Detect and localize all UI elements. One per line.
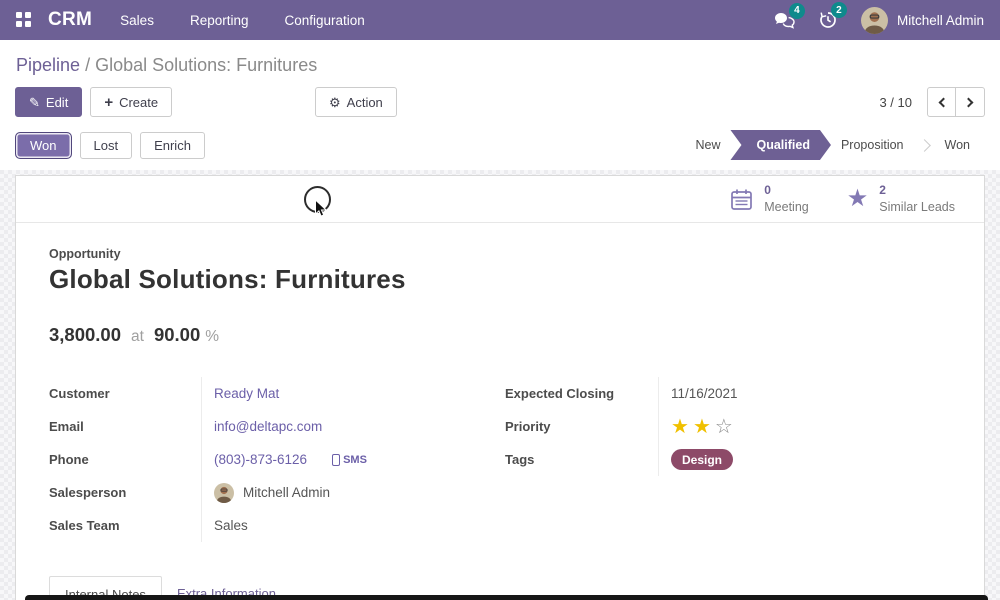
breadcrumb-separator: / — [85, 55, 91, 75]
priority-label: Priority — [505, 419, 551, 434]
meeting-stat-button[interactable]: 0 Meeting — [711, 176, 827, 222]
app-name[interactable]: CRM — [48, 9, 93, 30]
right-field-group: Expected Closing 11/16/2021 Priority ★★☆… — [500, 377, 951, 542]
stage-proposition[interactable]: Proposition — [840, 138, 904, 152]
window-bottom-edge — [25, 595, 988, 600]
salesperson-avatar — [214, 482, 234, 503]
menu-configuration[interactable]: Configuration — [284, 12, 365, 28]
pager: 3 / 10 — [879, 87, 985, 117]
user-menu[interactable]: Mitchell Admin — [860, 6, 984, 34]
breadcrumb-current: Global Solutions: Furnitures — [95, 55, 318, 75]
edit-button[interactable]: ✎ Edit — [15, 87, 83, 117]
form-sheet: 0 Meeting ★ 2 Similar Leads Opportunity … — [15, 175, 985, 600]
salesperson-row: Salesperson Mitchell Admin — [49, 476, 500, 509]
pager-count: 3 / 10 — [879, 94, 912, 110]
tags-label: Tags — [505, 452, 535, 467]
won-button[interactable]: Won — [15, 131, 72, 159]
priority-stars[interactable]: ★★☆ — [671, 417, 737, 437]
chevron-right-icon — [963, 97, 974, 107]
mobile-phone-icon — [332, 453, 341, 466]
stage-separator-chevron-icon — [917, 138, 931, 152]
at-label: at — [131, 328, 144, 345]
mouse-cursor-icon — [315, 199, 328, 217]
phone-value-link[interactable]: (803)-873-6126 — [214, 452, 308, 467]
star-icon: ★ — [846, 185, 869, 212]
expected-closing-value: 11/16/2021 — [671, 386, 738, 401]
messages-badge: 4 — [788, 2, 805, 19]
menu-reporting[interactable]: Reporting — [189, 12, 249, 28]
create-button[interactable]: + Create — [90, 87, 173, 117]
priority-row: Priority ★★☆ — [505, 410, 951, 443]
pager-previous-button[interactable] — [927, 87, 956, 117]
expected-revenue: 3,800.00 — [49, 324, 122, 345]
sales-team-value: Sales — [214, 518, 248, 533]
stage-qualified[interactable]: Qualified — [730, 130, 830, 160]
activities-icon[interactable]: 2 — [819, 2, 847, 29]
expected-closing-label: Expected Closing — [505, 386, 615, 401]
loading-cursor — [304, 186, 348, 228]
star-filled-icon[interactable]: ★ — [671, 415, 693, 438]
star-empty-icon[interactable]: ☆ — [714, 415, 737, 438]
sales-team-label: Sales Team — [49, 518, 120, 533]
sheet-content: Opportunity Global Solutions: Furnitures… — [16, 223, 984, 542]
calendar-icon — [731, 189, 753, 210]
breadcrumb-pipeline-link[interactable]: Pipeline — [16, 55, 81, 75]
control-panel: ✎ Edit + Create ⚙ Action 3 / 10 — [0, 87, 1000, 129]
stage-new[interactable]: New — [695, 138, 721, 152]
messages-icon[interactable]: 4 — [774, 2, 805, 29]
statusbar: Won Lost Enrich New Qualified Propositio… — [0, 129, 1000, 170]
salesperson-label: Salesperson — [49, 485, 127, 500]
enrich-button[interactable]: Enrich — [140, 131, 205, 159]
revenue-line: 3,800.00 at 90.00 % — [49, 324, 951, 346]
star-filled-icon[interactable]: ★ — [692, 415, 715, 438]
button-box: 0 Meeting ★ 2 Similar Leads — [16, 176, 984, 223]
chevron-left-icon — [938, 97, 948, 107]
record-type-label: Opportunity — [49, 247, 121, 261]
customer-row: Customer Ready Mat — [49, 377, 500, 410]
lost-button[interactable]: Lost — [79, 131, 133, 159]
email-label: Email — [49, 419, 84, 434]
customer-label: Customer — [49, 386, 110, 401]
breadcrumb: Pipeline / Global Solutions: Furnitures — [0, 40, 1000, 87]
top-navbar: CRM Sales Reporting Configuration 4 2 Mi… — [0, 0, 1000, 40]
phone-row: Phone (803)-873-6126 SMS — [49, 443, 500, 476]
stage-won[interactable]: Won — [944, 138, 970, 152]
similar-leads-label: Similar Leads — [879, 199, 955, 214]
email-value-link[interactable]: info@deltapc.com — [214, 419, 323, 434]
activities-badge: 2 — [830, 2, 847, 18]
similar-leads-stat-button[interactable]: ★ 2 Similar Leads — [828, 176, 974, 222]
probability-value: 90.00 — [153, 324, 201, 345]
email-row: Email info@deltapc.com — [49, 410, 500, 443]
tags-row: Tags Design — [505, 443, 951, 476]
plus-icon: + — [104, 93, 114, 111]
phone-label: Phone — [49, 452, 89, 467]
sales-team-row: Sales Team Sales — [49, 509, 500, 542]
pager-next-button[interactable] — [956, 87, 985, 117]
percent-sign: % — [205, 328, 220, 345]
menu-sales[interactable]: Sales — [120, 12, 154, 28]
user-name: Mitchell Admin — [896, 12, 984, 28]
similar-leads-count: 2 — [879, 183, 886, 198]
meeting-count: 0 — [764, 183, 771, 198]
apps-menu-icon[interactable] — [16, 12, 32, 28]
stage-pipeline: New Qualified Proposition Won — [680, 130, 985, 160]
gear-icon: ⚙ — [329, 94, 341, 110]
expected-closing-row: Expected Closing 11/16/2021 — [505, 377, 951, 410]
customer-value-link[interactable]: Ready Mat — [214, 386, 280, 401]
meeting-label: Meeting — [764, 199, 809, 214]
pencil-icon: ✎ — [29, 94, 40, 110]
chat-bubbles-icon — [774, 12, 795, 29]
field-groups: Customer Ready Mat Email info@deltapc.co… — [49, 377, 951, 542]
left-field-group: Customer Ready Mat Email info@deltapc.co… — [49, 377, 500, 542]
sms-button[interactable]: SMS — [332, 453, 367, 466]
action-button[interactable]: ⚙ Action — [315, 87, 397, 117]
tag-design: Design — [671, 449, 734, 470]
salesperson-value[interactable]: Mitchell Admin — [243, 485, 331, 500]
opportunity-title: Global Solutions: Furnitures — [49, 264, 406, 294]
user-avatar — [860, 6, 888, 34]
